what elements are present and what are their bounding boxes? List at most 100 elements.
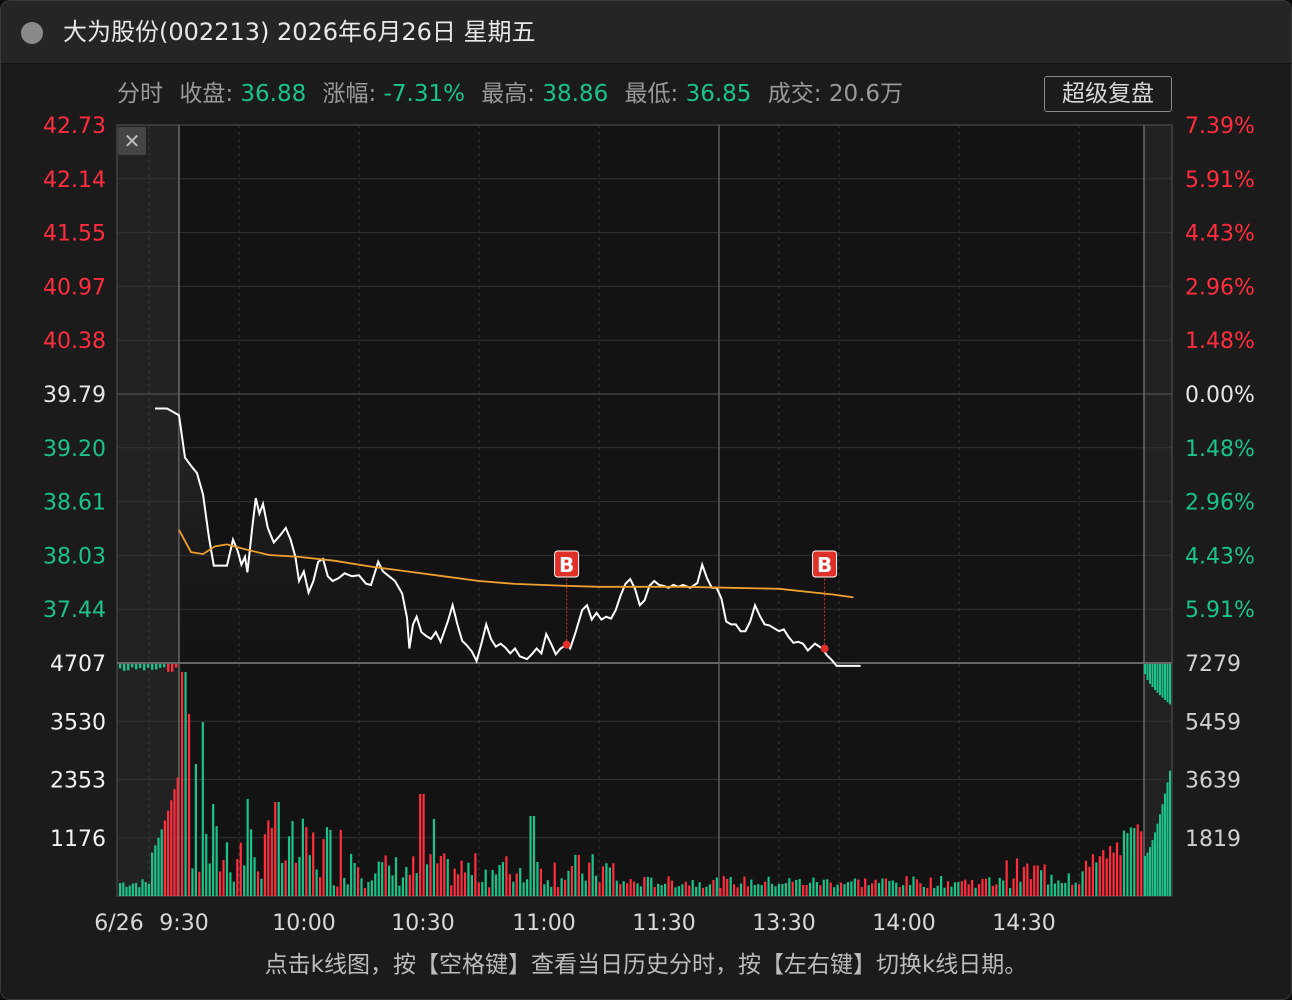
- volume-bar: [974, 887, 977, 896]
- volume-bar: [588, 862, 591, 896]
- volume-bar: [995, 884, 998, 896]
- volume-bar: [460, 860, 463, 896]
- volume-bar: [626, 883, 629, 896]
- volume-bar: [781, 884, 784, 896]
- volume-bar: [567, 870, 570, 896]
- volume-bar: [905, 876, 908, 896]
- volume-bar: [670, 880, 674, 896]
- volume-bar: [143, 664, 146, 671]
- volume-bar: [1146, 852, 1149, 896]
- volume-bar: [294, 862, 298, 896]
- volume-bar: [698, 882, 701, 896]
- volume-bar: [608, 867, 611, 896]
- volume-bar: [350, 853, 353, 896]
- volume-bar: [1151, 664, 1154, 688]
- volume-bar: [1169, 664, 1171, 705]
- volume-bar: [512, 881, 515, 896]
- window-status-dot[interactable]: [21, 22, 43, 44]
- volume-bar: [612, 863, 615, 896]
- volume-bar: [388, 865, 391, 896]
- volume-bar: [508, 874, 511, 896]
- volume-bar: [984, 878, 988, 896]
- close-icon[interactable]: ✕: [124, 129, 141, 153]
- volume-bar: [815, 882, 818, 896]
- volume-bar: [646, 876, 649, 896]
- volume-bar: [1122, 830, 1126, 896]
- volume-bar: [846, 882, 850, 896]
- volume-bar: [912, 876, 915, 896]
- volume-bar: [125, 886, 128, 896]
- volume-bar: [277, 802, 280, 896]
- volume-bar: [581, 873, 584, 896]
- volume-bar: [1166, 664, 1169, 703]
- price-tick-left: 40.97: [43, 275, 106, 300]
- volume-bar: [819, 885, 822, 896]
- volume-bar: [405, 866, 408, 896]
- volume-bar: [757, 884, 760, 896]
- percent-tick-right: 5.91%: [1185, 168, 1255, 193]
- volume-bar: [229, 872, 232, 896]
- volume-bar: [398, 885, 401, 896]
- volume-bar: [1009, 887, 1012, 896]
- volume-bar: [155, 664, 158, 670]
- volume-bar: [171, 664, 174, 672]
- volume-bar: [1102, 849, 1105, 896]
- volume-bar: [159, 664, 162, 668]
- volume-bar: [329, 829, 332, 896]
- percent-tick-right: 5.91%: [1185, 598, 1255, 623]
- volume-bar: [601, 866, 605, 896]
- volume-bar: [1019, 881, 1022, 896]
- volume-bar: [784, 883, 787, 896]
- volume-bar: [553, 862, 556, 896]
- volume-bar: [1161, 804, 1164, 896]
- volume-bar: [322, 839, 325, 896]
- super-review-button[interactable]: 超级复盘: [1044, 76, 1172, 112]
- volume-bar: [1115, 842, 1119, 896]
- close-panel-bg[interactable]: [118, 127, 146, 155]
- volume-bar: [1053, 883, 1057, 896]
- volume-bar: [484, 869, 487, 896]
- buy-marker-label: B: [559, 553, 574, 577]
- volume-bar: [891, 880, 894, 896]
- volume-bar: [1057, 880, 1060, 896]
- volume-bar: [131, 883, 134, 896]
- volume-bar: [1144, 664, 1146, 674]
- volume-bar: [394, 857, 398, 896]
- volume-bar: [691, 880, 694, 896]
- volume-bar: [1136, 824, 1139, 896]
- percent-tick-right: 7.39%: [1185, 114, 1255, 139]
- volume-bars: [119, 664, 1171, 896]
- time-tick: 9:30: [159, 911, 208, 936]
- volume-bar: [560, 878, 563, 896]
- volume-bar: [998, 877, 1001, 896]
- volume-bar: [218, 871, 222, 896]
- volume-bar: [643, 876, 646, 896]
- volume-bar: [1133, 827, 1136, 896]
- volume-bar: [877, 883, 881, 896]
- volume-bar: [577, 854, 580, 896]
- volume-bar: [274, 802, 277, 896]
- volume-bar: [319, 877, 322, 896]
- volume-bar: [308, 855, 311, 896]
- buy-marker-label: B: [817, 553, 832, 577]
- volume-bar: [187, 714, 191, 896]
- volume-bar: [919, 883, 922, 896]
- volume-bar: [401, 877, 404, 896]
- close-panel-button[interactable]: ✕: [118, 127, 146, 155]
- volume-bar: [1091, 854, 1094, 896]
- percent-tick-right: 1.48%: [1185, 437, 1255, 462]
- volume-bar: [991, 885, 994, 896]
- volume-bar: [415, 873, 418, 896]
- volume-bar: [1036, 865, 1039, 896]
- mode-label: 分时: [117, 81, 163, 107]
- volume-bar: [408, 874, 411, 896]
- volume-bar: [131, 664, 134, 668]
- percent-tick-right: 2.96%: [1185, 491, 1255, 516]
- volume-bar: [888, 880, 891, 896]
- volume-bar: [798, 879, 801, 896]
- volume-bar: [539, 868, 542, 896]
- volume-bar: [929, 877, 932, 896]
- volume-bar: [836, 884, 839, 896]
